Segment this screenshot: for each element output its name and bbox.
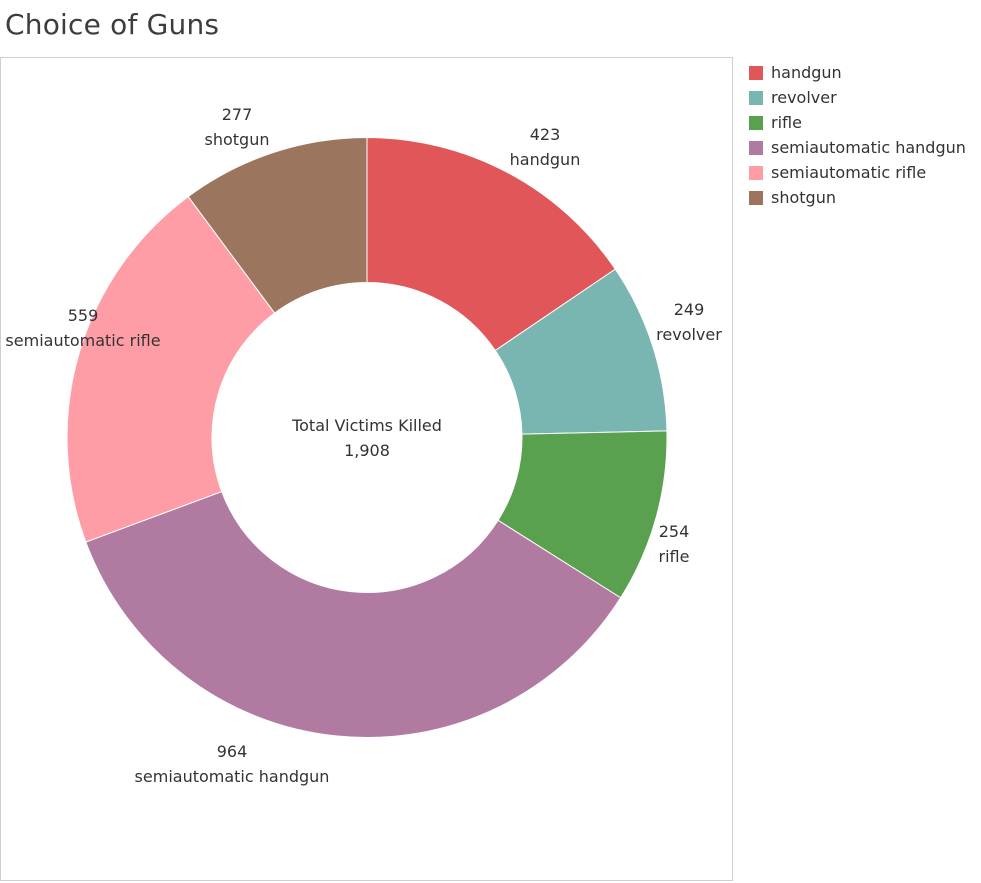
- slice-name-label: semiautomatic handgun: [135, 767, 330, 786]
- slice-value-label: 964: [217, 742, 248, 761]
- slice-value-label: 423: [530, 125, 561, 144]
- legend-label: shotgun: [771, 188, 836, 207]
- slice-name-label: semiautomatic rifle: [5, 331, 160, 350]
- legend-swatch: [749, 115, 763, 130]
- slice-value-label: 559: [68, 306, 99, 325]
- legend-swatch: [749, 165, 763, 180]
- slice-value-label: 254: [659, 522, 690, 541]
- legend-swatch: [749, 90, 763, 105]
- legend-swatch: [749, 190, 763, 205]
- slice-shotgun[interactable]: [187, 136, 368, 314]
- slice-name-label: handgun: [510, 150, 581, 169]
- legend-label: rifle: [771, 113, 802, 132]
- legend-item-revolver[interactable]: revolver: [749, 85, 966, 110]
- legend-swatch: [749, 65, 763, 80]
- legend-item-semiautomatic-handgun[interactable]: semiautomatic handgun: [749, 135, 966, 160]
- slice-value-label: 249: [674, 300, 705, 319]
- chart-frame: [0, 57, 733, 881]
- legend-item-semiautomatic-rifle[interactable]: semiautomatic rifle: [749, 160, 966, 185]
- center-label: Total Victims Killed: [291, 416, 442, 435]
- legend-item-shotgun[interactable]: shotgun: [749, 185, 966, 210]
- center-value: 1,908: [344, 441, 390, 460]
- legend: handgun revolver rifle semiautomatic handgu…: [749, 60, 966, 210]
- slice-handgun[interactable]: [366, 136, 617, 352]
- slice-value-label: 277: [222, 105, 253, 124]
- legend-label: revolver: [771, 88, 837, 107]
- slice-semiautomatic-handgun[interactable]: [85, 490, 622, 738]
- slice-name-label: rifle: [659, 547, 690, 566]
- legend-label: handgun: [771, 63, 842, 82]
- legend-swatch: [749, 140, 763, 155]
- legend-item-handgun[interactable]: handgun: [749, 60, 966, 85]
- slice-name-label: shotgun: [205, 130, 270, 149]
- slice-semiautomatic-rifle[interactable]: [66, 195, 276, 543]
- legend-label: semiautomatic rifle: [771, 163, 927, 182]
- chart-title: Choice of Guns: [5, 8, 220, 41]
- legend-item-rifle[interactable]: rifle: [749, 110, 966, 135]
- legend-label: semiautomatic handgun: [771, 138, 966, 157]
- slice-name-label: revolver: [656, 325, 722, 344]
